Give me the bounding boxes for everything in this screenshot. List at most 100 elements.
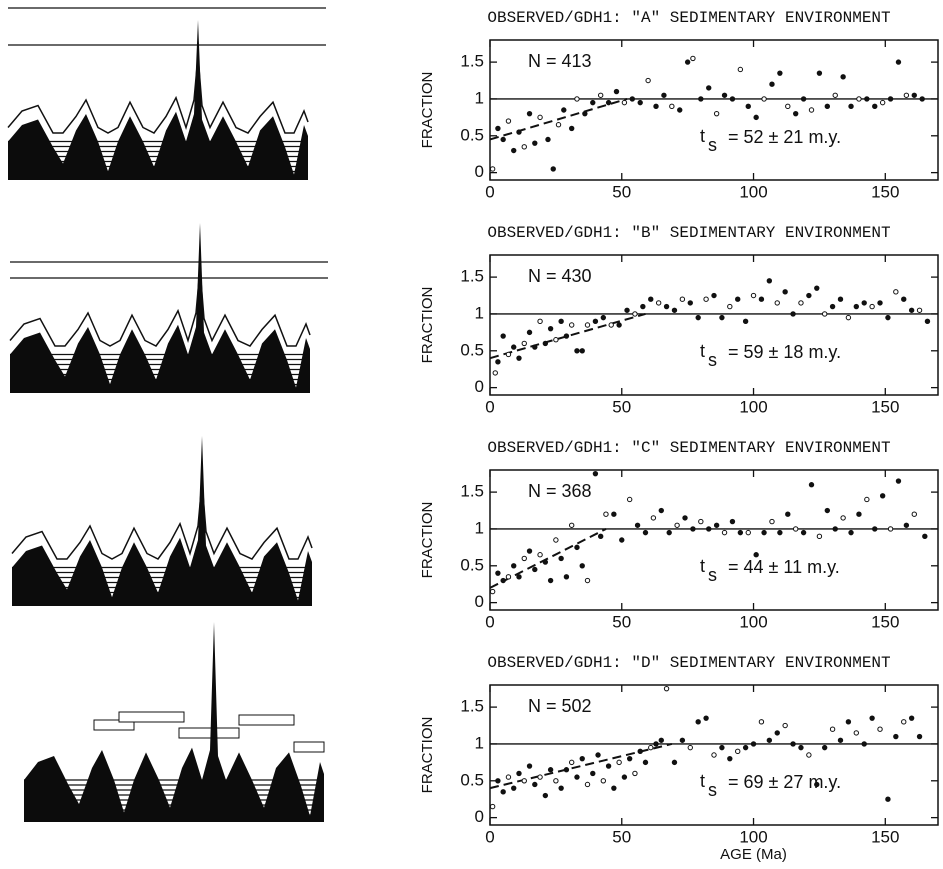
data-point — [561, 107, 567, 113]
data-point — [745, 103, 751, 110]
annotation-t: t — [700, 341, 705, 361]
data-point — [832, 526, 838, 532]
data-point — [505, 774, 512, 780]
data-point — [574, 544, 580, 551]
data-point — [695, 314, 701, 321]
data-point — [611, 785, 617, 791]
data-point — [742, 318, 749, 325]
data-point — [790, 741, 796, 747]
y-tick-label: 0.5 — [460, 340, 484, 359]
data-point — [597, 92, 604, 98]
sediment-surface — [7, 55, 309, 134]
x-tick-label: 0 — [485, 827, 494, 846]
x-tick-label: 150 — [871, 612, 899, 631]
data-point — [555, 122, 562, 128]
x-tick-label: 150 — [871, 182, 899, 201]
x-tick-label: 150 — [871, 827, 899, 846]
data-point — [872, 526, 878, 532]
data-point — [532, 781, 538, 788]
data-point — [663, 685, 670, 692]
data-point — [521, 555, 527, 562]
data-point — [489, 588, 496, 595]
data-point — [632, 770, 638, 777]
data-point — [766, 737, 773, 743]
data-point — [553, 537, 559, 543]
data-point — [774, 730, 780, 736]
data-point — [658, 507, 664, 514]
x-tick-label: 50 — [612, 182, 631, 201]
data-point — [671, 307, 678, 313]
data-point — [592, 318, 599, 325]
data-point — [682, 515, 688, 521]
data-point — [547, 325, 554, 332]
data-point — [887, 526, 894, 532]
data-point — [785, 103, 791, 110]
data-point — [703, 715, 709, 721]
y-axis-label: FRACTION — [419, 72, 436, 149]
data-point — [727, 303, 733, 310]
annotation-ts: = 52 ± 21 m.y. — [728, 127, 841, 147]
x-tick-label: 50 — [612, 827, 631, 846]
data-point — [808, 107, 815, 113]
x-tick-label: 150 — [871, 397, 899, 416]
data-point — [616, 322, 622, 328]
data-point — [832, 92, 838, 98]
data-point — [526, 110, 533, 117]
data-point — [687, 744, 693, 751]
data-point — [766, 278, 773, 284]
data-point — [511, 344, 517, 350]
data-point — [563, 767, 570, 773]
data-point — [872, 103, 878, 110]
data-point — [495, 570, 501, 576]
x-tick-label: 50 — [612, 397, 631, 416]
data-point — [650, 515, 657, 521]
data-point — [597, 533, 604, 540]
data-point — [814, 285, 820, 291]
x-tick-label: 0 — [485, 397, 494, 416]
data-point — [640, 303, 646, 310]
annotation-n: N = 430 — [528, 266, 592, 286]
data-point — [666, 529, 672, 536]
data-point — [611, 511, 617, 517]
data-point — [877, 300, 883, 306]
data-point — [774, 300, 780, 306]
data-point — [901, 719, 907, 725]
data-point — [526, 548, 533, 554]
data-point — [505, 574, 512, 580]
data-point — [845, 314, 852, 321]
data-point — [537, 318, 543, 325]
basement — [24, 622, 324, 822]
data-point — [824, 507, 831, 514]
data-point — [645, 77, 651, 84]
data-point — [864, 496, 870, 503]
y-tick-label: 1.5 — [460, 482, 484, 501]
sediment-box — [118, 711, 185, 723]
chart-title: OBSERVED/GDH1: "B" SEDIMENTARY ENVIRONME… — [487, 224, 890, 242]
annotation-ts: = 69 ± 27 m.y. — [728, 772, 841, 792]
data-point — [837, 296, 844, 302]
y-tick-label: 0.5 — [460, 125, 484, 144]
x-axis-label: AGE (Ma) — [720, 846, 787, 863]
plot-frame — [489, 684, 939, 826]
annotation-n: N = 502 — [528, 696, 592, 716]
x-tick-label: 100 — [739, 397, 767, 416]
data-point — [526, 763, 533, 769]
data-point — [687, 300, 693, 306]
data-point — [605, 763, 612, 769]
data-point — [632, 311, 638, 317]
y-tick-label: 1 — [475, 733, 484, 752]
data-point — [877, 726, 883, 732]
data-point — [568, 522, 575, 528]
annotation-n: N = 413 — [528, 51, 592, 71]
y-tick-label: 1.5 — [460, 52, 484, 71]
data-point — [903, 92, 910, 98]
data-point — [816, 533, 823, 540]
data-point — [532, 344, 538, 350]
data-point — [584, 781, 591, 788]
data-point — [924, 318, 931, 325]
x-tick-label: 0 — [485, 182, 494, 201]
data-point — [532, 140, 538, 146]
data-point — [856, 96, 862, 102]
